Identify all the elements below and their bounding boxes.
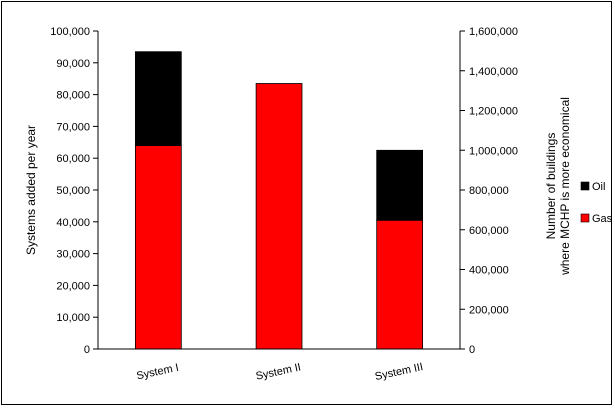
y2-tick-label: 1,400,000: [469, 66, 518, 78]
y2-tick-label: 600,000: [469, 225, 509, 237]
y-tick-label: 40,000: [56, 217, 90, 229]
y2-tick-label: 1,000,000: [469, 145, 518, 157]
y2-tick-label: 1,600,000: [469, 26, 518, 38]
y2-axis-title-line: Number of buildings: [544, 133, 558, 240]
y-tick-label: 80,000: [56, 90, 90, 102]
y2-tick-label: 0: [469, 344, 475, 356]
y-tick-label: 50,000: [56, 185, 90, 197]
legend-label-gas: Gas: [592, 213, 613, 225]
y2-tick-label: 200,000: [469, 304, 509, 316]
y-tick-label: 70,000: [56, 121, 90, 133]
bar-gas-1: [134, 145, 182, 350]
y-tick-label: 60,000: [56, 153, 90, 165]
bar-oil-3: [376, 149, 424, 221]
x-tick-label: System II: [255, 361, 302, 382]
x-tick-label: System III: [374, 361, 424, 383]
y2-tick-label: 800,000: [469, 185, 509, 197]
x-tick-label: System I: [135, 362, 179, 383]
y-tick-label: 100,000: [50, 26, 90, 38]
y2-axis-title: Number of buildingswhere MCHP is more ec…: [544, 97, 572, 276]
legend-label-oil: Oil: [592, 181, 605, 193]
bar-gas-2: [255, 83, 303, 350]
y-tick-label: 20,000: [56, 280, 90, 292]
y-tick-label: 10,000: [56, 312, 90, 324]
y-axis-title: Systems added per year: [24, 125, 38, 255]
bar-oil-1: [134, 51, 182, 146]
y2-tick-label: 400,000: [469, 265, 509, 277]
y-tick-label: 0: [84, 344, 90, 356]
y-tick-label: 90,000: [56, 58, 90, 70]
bar-gas-3: [376, 219, 424, 350]
legend-swatch-oil: [580, 181, 590, 191]
y-tick-label: 30,000: [56, 249, 90, 261]
legend-swatch-gas: [580, 213, 590, 223]
y2-axis-title-line: where MCHP is more economical: [558, 97, 572, 276]
y2-tick-label: 1,200,000: [469, 106, 518, 118]
